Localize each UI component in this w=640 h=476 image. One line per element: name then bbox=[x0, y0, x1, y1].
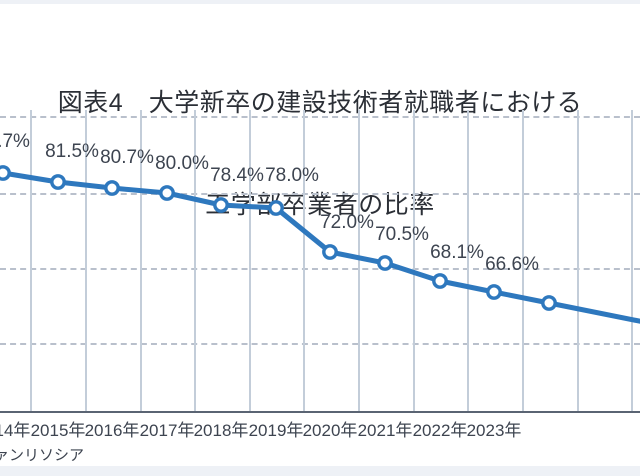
data-label-4: 78.4% bbox=[210, 165, 264, 186]
data-point-marker-1[interactable] bbox=[50, 174, 66, 190]
x-axis-label-6: 2020年 bbox=[302, 421, 358, 440]
data-point-marker-7[interactable] bbox=[377, 255, 393, 271]
gridline-horizontal-0 bbox=[0, 116, 640, 118]
data-label-2: 80.7% bbox=[100, 147, 154, 168]
plot-area: 82.7% 81.5%80.7%80.0%78.4%78.0% 72.0%70.5%… bbox=[0, 110, 640, 412]
x-axis-label-3: 2017年 bbox=[139, 421, 195, 440]
gridline-vertical-5 bbox=[303, 110, 305, 412]
x-axis-labels: 2014年2015年2016年2017年2018年2019年2020年2021年… bbox=[0, 420, 640, 446]
top-band bbox=[0, 0, 640, 4]
gridline-vertical-3 bbox=[194, 110, 196, 412]
data-point-marker-8[interactable] bbox=[432, 273, 448, 289]
x-axis-label-8: 2022年 bbox=[412, 421, 468, 440]
data-point-marker-0[interactable] bbox=[0, 165, 11, 181]
data-label-8: 68.1% bbox=[430, 242, 484, 263]
data-label-6: 72.0% bbox=[320, 212, 374, 233]
data-point-marker-6[interactable] bbox=[322, 244, 338, 260]
x-axis-label-4: 2018年 bbox=[193, 421, 249, 440]
data-label-9: 66.6% bbox=[485, 254, 539, 275]
gridline-vertical-6 bbox=[358, 110, 360, 412]
gridline-vertical-8 bbox=[467, 110, 469, 412]
gridline-vertical-1 bbox=[85, 110, 87, 412]
data-point-marker-9[interactable] bbox=[486, 284, 502, 300]
data-point-marker-2[interactable] bbox=[104, 180, 120, 196]
data-point-marker-5[interactable] bbox=[268, 200, 284, 216]
data-label-7: 70.5% bbox=[375, 224, 429, 245]
gridline-vertical-9 bbox=[522, 110, 524, 412]
gridline-vertical-0 bbox=[30, 110, 32, 412]
gridline-horizontal-2 bbox=[0, 268, 640, 270]
gridline-horizontal-1 bbox=[0, 193, 640, 195]
gridline-vertical-2 bbox=[140, 110, 142, 412]
x-axis-label-9: 2023年 bbox=[466, 421, 522, 440]
x-axis-label-5: 2019年 bbox=[248, 421, 304, 440]
data-label-5: 78.0% bbox=[265, 165, 319, 186]
source-note: ァンリソシア bbox=[0, 447, 85, 464]
line-series bbox=[0, 165, 640, 324]
x-axis-label-7: 2021年 bbox=[357, 421, 413, 440]
bottom-band bbox=[0, 466, 640, 476]
gridline-vertical-11 bbox=[631, 110, 633, 412]
gridline-vertical-10 bbox=[577, 110, 579, 412]
data-label-1: 81.5% bbox=[45, 141, 99, 162]
chart-title: 図表4 大学新卒の建設技術者就職者における 工学部卒業者の比率 bbox=[0, 18, 640, 290]
data-label-3: 80.0% bbox=[155, 153, 209, 174]
data-point-marker-4[interactable] bbox=[213, 197, 229, 213]
data-point-marker-3[interactable] bbox=[159, 185, 175, 201]
x-axis-label-2: 2016年 bbox=[84, 421, 140, 440]
gridline-horizontal-3 bbox=[0, 343, 640, 345]
x-axis-line bbox=[0, 411, 640, 413]
gridline-vertical-7 bbox=[413, 110, 415, 412]
x-axis-label-1: 2015年 bbox=[30, 421, 86, 440]
gridline-vertical-4 bbox=[249, 110, 251, 412]
data-point-marker-10[interactable] bbox=[541, 295, 557, 311]
data-label-0: 82.7% bbox=[0, 131, 30, 152]
x-axis-label-0: 2014年 bbox=[0, 421, 31, 440]
chart-title-line-1: 図表4 大学新卒の建設技術者就職者における bbox=[57, 89, 583, 117]
